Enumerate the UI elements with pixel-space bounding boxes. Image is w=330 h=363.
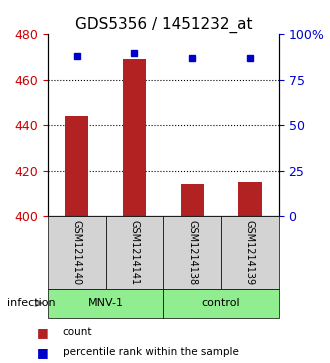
Text: GSM1214139: GSM1214139 [245, 220, 255, 285]
Text: GSM1214138: GSM1214138 [187, 220, 197, 285]
Text: infection: infection [7, 298, 55, 308]
Bar [65, 116, 88, 216]
Text: GSM1214140: GSM1214140 [72, 220, 82, 285]
Title: GDS5356 / 1451232_at: GDS5356 / 1451232_at [75, 17, 252, 33]
Bar [123, 60, 146, 216]
Bar [181, 184, 204, 216]
Text: ■: ■ [37, 326, 49, 339]
Text: control: control [202, 298, 241, 308]
Text: ■: ■ [37, 346, 49, 359]
Bar [238, 182, 261, 216]
Text: count: count [63, 327, 92, 337]
Text: percentile rank within the sample: percentile rank within the sample [63, 347, 239, 357]
Text: GSM1214141: GSM1214141 [129, 220, 140, 285]
Text: MNV-1: MNV-1 [87, 298, 124, 308]
